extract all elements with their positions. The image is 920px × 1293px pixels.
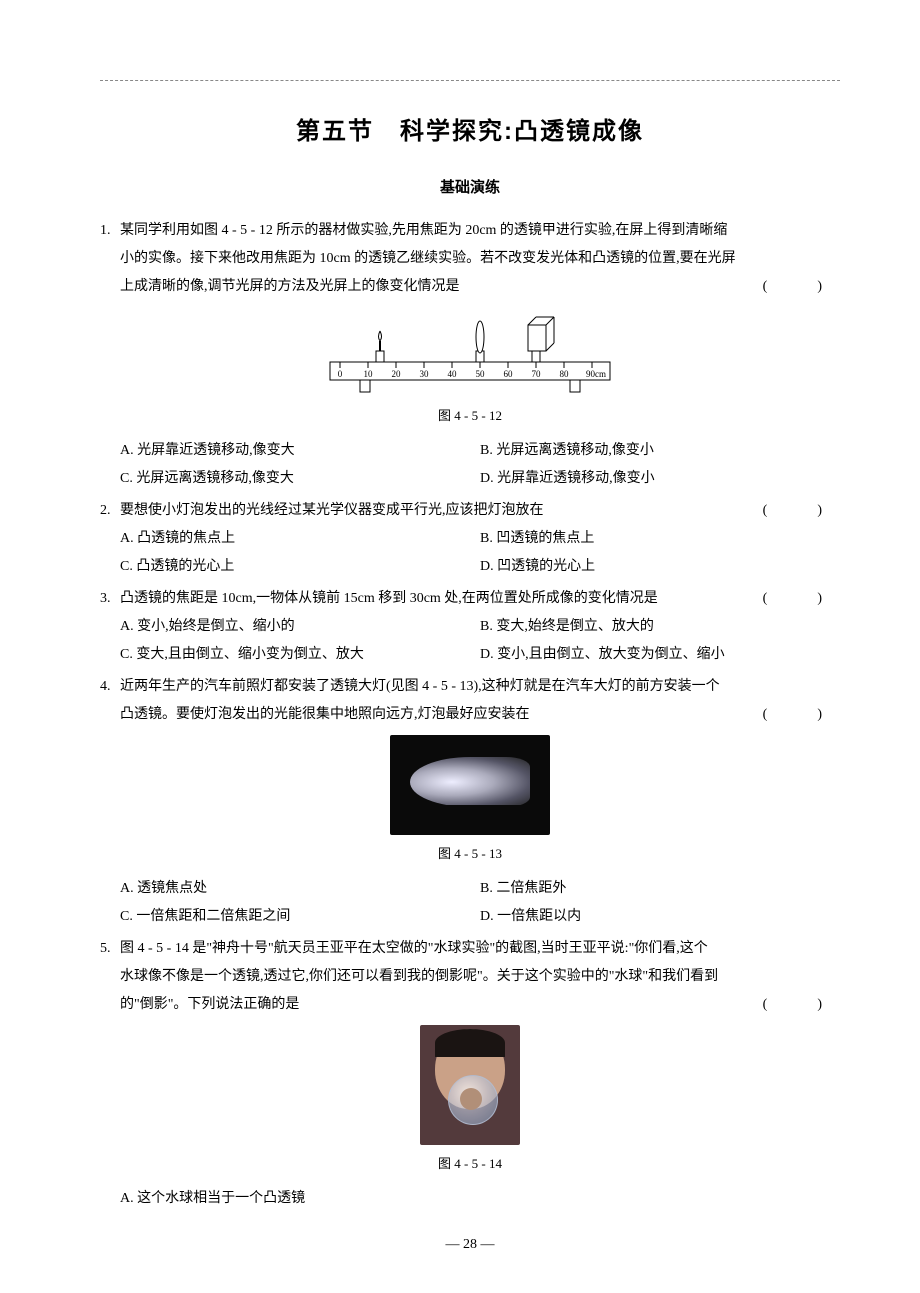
q3-stem: 3. ( ) 凸透镜的焦距是 10cm,一物体从镜前 15cm 移到 30cm … — [100, 585, 840, 613]
q4-stem: 4. 近两年生产的汽车前照灯都安装了透镜大灯(见图 4 - 5 - 13),这种… — [100, 673, 840, 729]
svg-text:60: 60 — [504, 369, 514, 379]
question-2: 2. ( ) 要想使小灯泡发出的光线经过某光学仪器变成平行光,应该把灯泡放在 A… — [100, 497, 840, 581]
question-1: 1. 某同学利用如图 4 - 5 - 12 所示的器材做实验,先用焦距为 20c… — [100, 217, 840, 493]
section-title: 第五节 科学探究:凸透镜成像 — [100, 111, 840, 146]
svg-text:0: 0 — [338, 369, 343, 379]
svg-text:70: 70 — [532, 369, 542, 379]
svg-text:10: 10 — [364, 369, 374, 379]
header-rule — [100, 80, 840, 81]
q3-opt-d: D. 变小,且由倒立、放大变为倒立、缩小 — [480, 641, 840, 669]
q1-opt-d: D. 光屏靠近透镜移动,像变小 — [480, 465, 840, 493]
optical-bench-svg: 0 10 20 30 40 50 60 70 80 90cm — [320, 307, 620, 397]
q5-paren: ( ) — [763, 991, 840, 1019]
page-container: 第五节 科学探究:凸透镜成像 基础演练 1. 某同学利用如图 4 - 5 - 1… — [0, 0, 920, 1293]
q1-number: 1. — [100, 217, 111, 245]
q4-opt-a: A. 透镜焦点处 — [120, 875, 480, 903]
figure-4-5-12: 0 10 20 30 40 50 60 70 80 90cm — [100, 307, 840, 397]
q4-number: 4. — [100, 673, 111, 701]
q5-options: A. 这个水球相当于一个凸透镜 — [100, 1185, 840, 1213]
figure-4-5-14-caption: 图 4 - 5 - 14 — [100, 1151, 840, 1177]
q2-options: A. 凸透镜的焦点上 B. 凹透镜的焦点上 C. 凸透镜的光心上 D. 凹透镜的… — [100, 525, 840, 581]
q1-opt-a: A. 光屏靠近透镜移动,像变大 — [120, 437, 480, 465]
q4-opt-b: B. 二倍焦距外 — [480, 875, 840, 903]
q2-opt-c: C. 凸透镜的光心上 — [120, 553, 480, 581]
q2-paren: ( ) — [763, 497, 840, 525]
svg-text:80: 80 — [560, 369, 570, 379]
question-4: 4. 近两年生产的汽车前照灯都安装了透镜大灯(见图 4 - 5 - 13),这种… — [100, 673, 840, 931]
figure-4-5-13 — [100, 735, 840, 835]
q5-opt-a: A. 这个水球相当于一个凸透镜 — [120, 1185, 840, 1213]
q2-opt-a: A. 凸透镜的焦点上 — [120, 525, 480, 553]
q5-number: 5. — [100, 935, 111, 963]
q4-opt-d: D. 一倍焦距以内 — [480, 903, 840, 931]
q1-stem: 1. 某同学利用如图 4 - 5 - 12 所示的器材做实验,先用焦距为 20c… — [100, 217, 840, 301]
q1-line1: 某同学利用如图 4 - 5 - 12 所示的器材做实验,先用焦距为 20cm 的… — [120, 223, 727, 238]
svg-text:20: 20 — [392, 369, 402, 379]
q3-number: 3. — [100, 585, 111, 613]
svg-text:40: 40 — [448, 369, 458, 379]
q1-opt-b: B. 光屏远离透镜移动,像变小 — [480, 437, 840, 465]
svg-text:90cm: 90cm — [586, 369, 606, 379]
q4-line1: 近两年生产的汽车前照灯都安装了透镜大灯(见图 4 - 5 - 13),这种灯就是… — [120, 679, 720, 694]
q1-opt-c: C. 光屏远离透镜移动,像变大 — [120, 465, 480, 493]
q5-line3: 的"倒影"。下列说法正确的是 — [120, 997, 299, 1012]
figure-4-5-12-caption: 图 4 - 5 - 12 — [100, 403, 840, 429]
q2-line1: 要想使小灯泡发出的光线经过某光学仪器变成平行光,应该把灯泡放在 — [120, 503, 544, 518]
q3-options: A. 变小,始终是倒立、缩小的 B. 变大,始终是倒立、放大的 C. 变大,且由… — [100, 613, 840, 669]
q3-line1: 凸透镜的焦距是 10cm,一物体从镜前 15cm 移到 30cm 处,在两位置处… — [120, 591, 658, 606]
question-3: 3. ( ) 凸透镜的焦距是 10cm,一物体从镜前 15cm 移到 30cm … — [100, 585, 840, 669]
section-subtitle: 基础演练 — [100, 176, 840, 197]
q5-stem: 5. 图 4 - 5 - 14 是"神舟十号"航天员王亚平在太空做的"水球实验"… — [100, 935, 840, 1019]
q1-line2: 小的实像。接下来他改用焦距为 10cm 的透镜乙继续实验。若不改变发光体和凸透镜… — [120, 251, 736, 266]
water-ball-image — [420, 1025, 520, 1145]
page-number: — 28 — — [100, 1237, 840, 1253]
q5-line2: 水球像不像是一个透镜,透过它,你们还可以看到我的倒影呢"。关于这个实验中的"水球… — [120, 969, 718, 984]
question-5: 5. 图 4 - 5 - 14 是"神舟十号"航天员王亚平在太空做的"水球实验"… — [100, 935, 840, 1213]
q1-paren: ( ) — [763, 273, 840, 301]
figure-4-5-14 — [100, 1025, 840, 1145]
q4-line2: 凸透镜。要使灯泡发出的光能很集中地照向远方,灯泡最好应安装在 — [120, 707, 530, 722]
q3-opt-b: B. 变大,始终是倒立、放大的 — [480, 613, 840, 641]
q2-number: 2. — [100, 497, 111, 525]
q1-line3: 上成清晰的像,调节光屏的方法及光屏上的像变化情况是 — [120, 279, 460, 294]
q2-opt-d: D. 凹透镜的光心上 — [480, 553, 840, 581]
q1-options: A. 光屏靠近透镜移动,像变大 B. 光屏远离透镜移动,像变小 C. 光屏远离透… — [100, 437, 840, 493]
figure-4-5-13-caption: 图 4 - 5 - 13 — [100, 841, 840, 867]
q4-paren: ( ) — [763, 701, 840, 729]
q2-stem: 2. ( ) 要想使小灯泡发出的光线经过某光学仪器变成平行光,应该把灯泡放在 — [100, 497, 840, 525]
q3-paren: ( ) — [763, 585, 840, 613]
q4-options: A. 透镜焦点处 B. 二倍焦距外 C. 一倍焦距和二倍焦距之间 D. 一倍焦距… — [100, 875, 840, 931]
car-headlight-image — [390, 735, 550, 835]
q5-line1: 图 4 - 5 - 14 是"神舟十号"航天员王亚平在太空做的"水球实验"的截图… — [120, 941, 708, 956]
svg-text:50: 50 — [476, 369, 486, 379]
q2-opt-b: B. 凹透镜的焦点上 — [480, 525, 840, 553]
svg-text:30: 30 — [420, 369, 430, 379]
q3-opt-c: C. 变大,且由倒立、缩小变为倒立、放大 — [120, 641, 480, 669]
q3-opt-a: A. 变小,始终是倒立、缩小的 — [120, 613, 480, 641]
q4-opt-c: C. 一倍焦距和二倍焦距之间 — [120, 903, 480, 931]
